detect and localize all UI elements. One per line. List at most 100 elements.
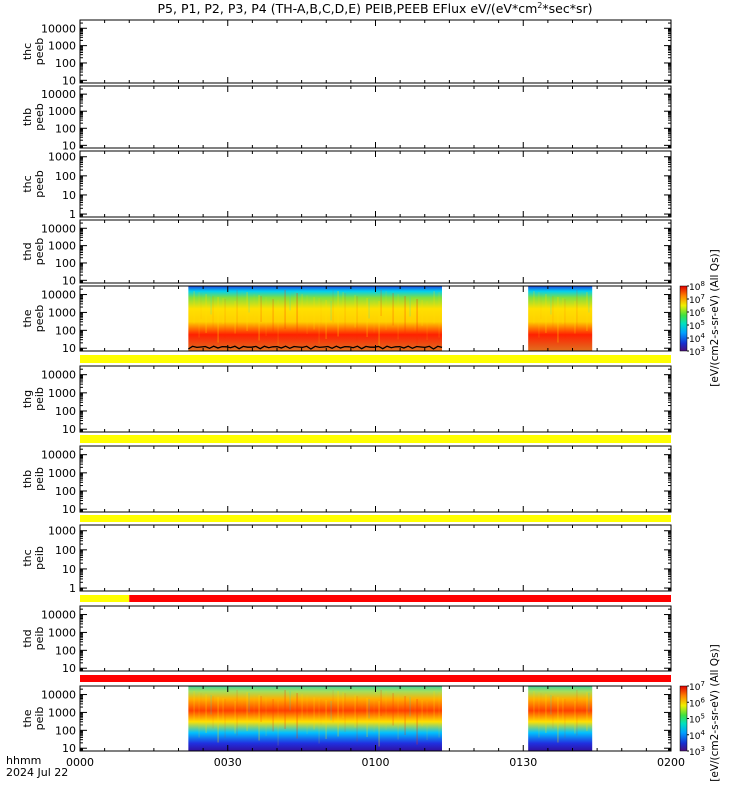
spectrogram-streak	[342, 692, 344, 718]
y-axis-label-probe: thc	[21, 549, 34, 566]
spectrogram-streak	[366, 698, 368, 737]
y-tick-label: 100	[55, 57, 76, 70]
spectrogram-streak	[313, 297, 315, 330]
spectrogram-streak	[241, 691, 243, 717]
spectrogram-streak	[433, 691, 435, 724]
spectrogram-streak	[402, 295, 404, 321]
y-tick-label: 1000	[48, 525, 76, 538]
spectrogram-streak	[265, 697, 267, 736]
spectrogram-streak	[409, 297, 411, 317]
spectrogram-streak	[354, 295, 356, 328]
panel-thc-peeb: 1 10 100 1000 thc peeb	[21, 150, 672, 221]
y-tick-label: 100	[55, 644, 76, 657]
spectrogram-streak	[540, 293, 542, 319]
spectrogram-streak	[373, 700, 375, 733]
spectrogram-streak	[564, 699, 566, 738]
spectrogram-streak	[552, 296, 554, 329]
spectrogram-streak	[217, 697, 219, 743]
spectrogram-streak	[581, 691, 583, 717]
spectrogram-streak	[438, 692, 440, 738]
spectrogram-streak	[409, 697, 411, 717]
y-tick-label: 10000	[41, 289, 76, 302]
quality-flag-bar	[80, 355, 671, 363]
colorbar-tick-label: 108	[689, 280, 705, 293]
spectrogram-streak	[562, 698, 564, 724]
y-tick-label: 1000	[48, 306, 76, 319]
panel-thd-peeb: 10 100 1000 10000 thd peeb	[21, 219, 672, 287]
colorbar-tick-label: 106	[689, 696, 705, 709]
spectrogram-streak	[533, 691, 535, 724]
spectrogram-streak	[540, 693, 542, 719]
spectrogram-streak	[368, 699, 370, 719]
spectrogram-streak	[426, 701, 428, 740]
spectrogram-streak	[354, 695, 356, 728]
spectrogram-segment	[188, 286, 442, 351]
colorbar-tick-label: 105	[689, 319, 705, 332]
y-tick-label: 10000	[41, 369, 76, 382]
y-tick-label: 10	[62, 342, 76, 355]
panel-frame	[79, 19, 672, 84]
spectrogram-streak	[294, 292, 296, 325]
spectrogram-streak	[210, 695, 212, 715]
spectrogram-streak	[296, 693, 298, 739]
spectrogram-streak	[330, 301, 332, 321]
spectrogram-streak	[361, 697, 363, 723]
colorbar-tick-label: 103	[689, 345, 705, 358]
y-axis-label-probe: thc	[21, 175, 34, 192]
spectrogram-streak	[581, 291, 583, 317]
spectrogram-streak	[586, 692, 588, 731]
spectrogram-streak	[576, 690, 578, 736]
spectrogram-streak	[421, 700, 423, 726]
spectrogram-streak	[426, 301, 428, 340]
y-tick-label: 1	[69, 582, 76, 595]
spectrogram-streak	[344, 293, 346, 332]
x-tick-label: 0030	[214, 756, 242, 769]
spectrogram-streak	[562, 298, 564, 324]
y-axis-label-probe: thg	[21, 390, 34, 408]
spectrogram-streak	[550, 295, 552, 315]
spectrogram-streak	[392, 293, 394, 326]
spectrogram-streak	[588, 293, 590, 313]
spectrogram-streak	[385, 291, 387, 330]
y-tick-label: 10000	[41, 449, 76, 462]
plot-title: P5, P1, P2, P3, P4 (TH-A,B,C,D,E) PEIB,P…	[158, 1, 593, 16]
y-axis-label-product: peib	[33, 387, 46, 411]
spectrogram-streak	[344, 693, 346, 732]
spectrogram-streak	[258, 295, 260, 341]
y-tick-label: 100	[55, 405, 76, 418]
spectrogram-streak	[337, 291, 339, 337]
y-axis-label-product: peeb	[33, 38, 46, 66]
spectrogram-streak	[373, 300, 375, 333]
y-tick-label: 1000	[48, 467, 76, 480]
spectrogram-streak	[361, 297, 363, 323]
spectrogram-streak	[234, 701, 236, 734]
y-axis-label-product: peeb	[33, 103, 46, 131]
spectrogram-streak	[574, 301, 576, 334]
spectrogram-streak	[253, 694, 255, 727]
spectrogram-streak	[414, 298, 416, 331]
spectrogram-streak	[301, 294, 303, 320]
spectrogram-streak	[222, 698, 224, 724]
colorbar	[679, 685, 688, 752]
spectrogram-streak	[272, 699, 274, 732]
y-tick-label: 10	[62, 503, 76, 516]
y-axis-label-probe: the	[21, 709, 34, 727]
y-tick-label: 10000	[41, 222, 76, 235]
spectrogram-streak	[198, 292, 200, 338]
colorbar-label-the-peib: [eV/(cm2-s-sr-eV) (All Qs)]	[709, 644, 721, 781]
spectrogram-streak	[545, 294, 547, 333]
quality-flag-bar	[129, 595, 671, 602]
spectrogram-streak	[564, 299, 566, 338]
spectrogram-streak	[212, 696, 214, 729]
y-tick-label: 10000	[41, 689, 76, 702]
y-tick-label: 10000	[41, 609, 76, 622]
y-tick-label: 1000	[48, 105, 76, 118]
spectrogram-streak	[224, 299, 226, 338]
spectrogram-streak	[246, 292, 248, 331]
y-tick-label: 100	[55, 485, 76, 498]
spectrogram-streak	[380, 290, 382, 316]
spectrogram-streak	[538, 292, 540, 338]
spectrogram-streak	[289, 291, 291, 311]
spectrogram-streak	[397, 694, 399, 740]
